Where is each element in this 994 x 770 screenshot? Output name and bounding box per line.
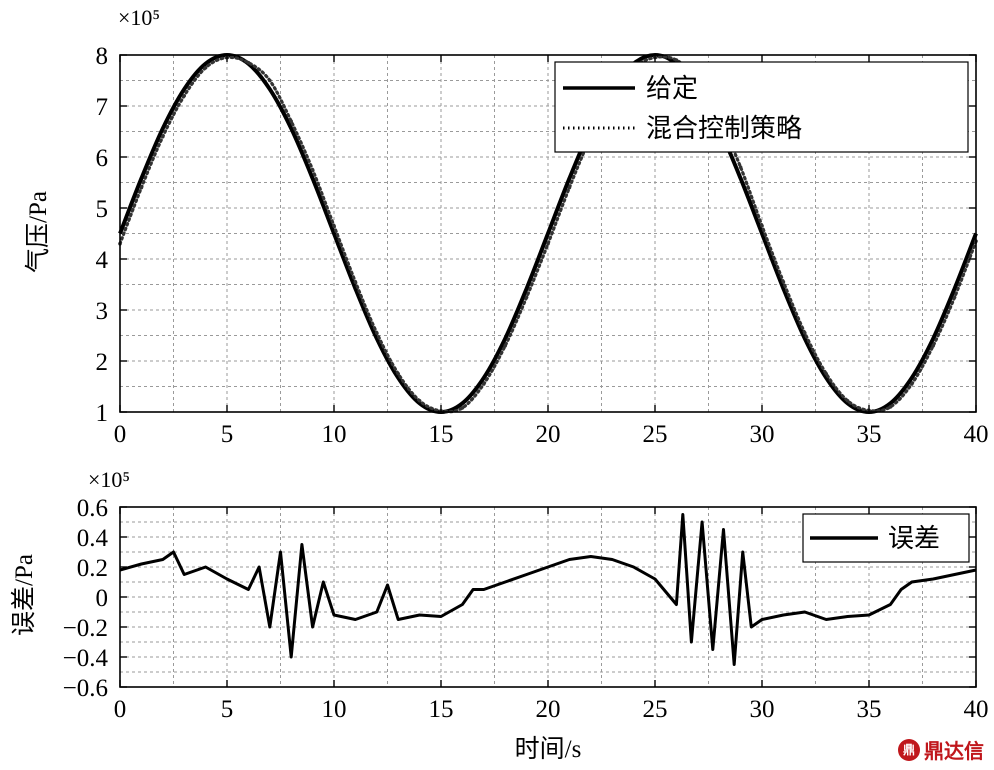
data-point: [888, 405, 893, 409]
data-point: [182, 94, 186, 98]
pressure-chart-ylabel: 气压/Pa: [24, 191, 52, 273]
data-point: [332, 224, 336, 228]
y-tick-label: 7: [96, 94, 109, 121]
data-point: [246, 60, 251, 65]
pressure-chart-exponent: ×10⁵: [118, 5, 160, 30]
data-point: [375, 331, 379, 335]
x-tick-label: 35: [857, 696, 882, 723]
legend-label-error: 误差: [888, 524, 940, 553]
data-point: [417, 398, 422, 403]
data-point: [781, 280, 786, 284]
y-tick-label: 3: [96, 298, 109, 325]
data-point: [503, 343, 508, 348]
y-tick-label: −0.6: [63, 675, 108, 702]
error-chart-ylabel: 误差/Pa: [10, 554, 38, 636]
data-point: [567, 185, 572, 190]
x-tick-label: 15: [429, 696, 454, 723]
watermark: 鼎 鼎达信: [898, 735, 984, 764]
legend-label-hybrid: 混合控制策略: [646, 114, 802, 143]
watermark-text: 鼎达信: [924, 739, 984, 763]
data-point: [845, 398, 850, 403]
y-tick-label: −0.4: [63, 645, 109, 672]
legend-label-given: 给定: [646, 74, 698, 103]
data-point: [310, 167, 315, 172]
data-point: [931, 343, 935, 348]
x-tick-label: 40: [964, 421, 989, 448]
data-point: [910, 382, 914, 386]
x-tick-label: 40: [964, 696, 989, 723]
series-line-0: [119, 513, 977, 666]
series-line-0: [118, 52, 978, 415]
data-point: [952, 295, 957, 300]
x-tick-label: 20: [536, 421, 561, 448]
data-point: [203, 65, 208, 70]
error-chart-xlabel: 时间/s: [515, 735, 582, 763]
y-tick-label: 0: [96, 585, 109, 612]
data-point: [460, 406, 465, 410]
y-tick-label: 2: [96, 349, 109, 376]
data-point: [353, 280, 358, 284]
data-point: [268, 78, 272, 83]
error-chart-y-ticks: 0.6 0.4 0.2 0 −0.2 −0.4 −0.6: [63, 495, 976, 702]
data-point: [524, 295, 529, 300]
data-point: [738, 165, 743, 169]
pressure-chart-legend: 给定 混合控制策略: [554, 61, 969, 153]
x-tick-label: 5: [221, 696, 234, 723]
data-point: [396, 371, 401, 376]
y-tick-label: 6: [96, 145, 109, 172]
error-chart-series: [119, 513, 977, 666]
x-tick-label: 5: [221, 421, 234, 448]
x-tick-label: 20: [536, 696, 561, 723]
x-tick-label: 10: [322, 421, 347, 448]
pressure-chart-series: [118, 52, 978, 415]
x-tick-label: 25: [643, 421, 668, 448]
pressure-chart: 0 5 10 15 20 25 30 35 40 1 2 3 4 5 6 7 8 ×10⁵ 气压/Pa 给定 …: [24, 5, 989, 448]
y-tick-label: 8: [96, 43, 109, 70]
data-point: [546, 241, 550, 246]
x-tick-label: 10: [322, 696, 347, 723]
data-point: [824, 371, 828, 376]
error-chart-exponent: ×10⁵: [88, 467, 130, 492]
x-tick-label: 15: [429, 421, 454, 448]
data-point: [760, 224, 764, 228]
x-tick-label: 30: [750, 421, 775, 448]
y-tick-label: 1: [96, 400, 109, 427]
watermark-logo-icon: 鼎: [898, 738, 920, 761]
data-point: [139, 185, 144, 190]
data-point: [161, 134, 165, 139]
y-tick-label: 0.6: [77, 495, 108, 522]
y-tick-label: 4: [96, 247, 109, 274]
y-tick-label: 5: [96, 196, 109, 223]
x-tick-label: 25: [643, 696, 668, 723]
error-chart-legend: 误差: [802, 513, 970, 563]
data-point: [674, 58, 679, 62]
x-tick-label: 0: [114, 696, 127, 723]
data-point: [289, 119, 294, 124]
x-tick-label: 0: [114, 421, 127, 448]
x-tick-label: 30: [750, 696, 775, 723]
pressure-chart-x-ticks: 0 5 10 15 20 25 30 35 40: [114, 55, 989, 448]
data-point: [803, 331, 807, 335]
pressure-chart-legend-box: [554, 61, 969, 153]
pressure-chart-y-ticks: 1 2 3 4 5 6 7 8: [96, 43, 976, 427]
y-tick-label: −0.2: [63, 615, 108, 642]
error-chart: 0 5 10 15 20 25 30 35 40 0.60.40.20−0.2−0.4−0.6 …: [10, 467, 989, 763]
data-point: [482, 382, 486, 386]
y-tick-label: 0.4: [77, 525, 109, 552]
y-tick-label: 0.2: [77, 555, 108, 582]
error-chart-x-ticks: 0 5 10 15 20 25 30 35 40: [114, 507, 989, 723]
x-tick-label: 35: [857, 421, 882, 448]
